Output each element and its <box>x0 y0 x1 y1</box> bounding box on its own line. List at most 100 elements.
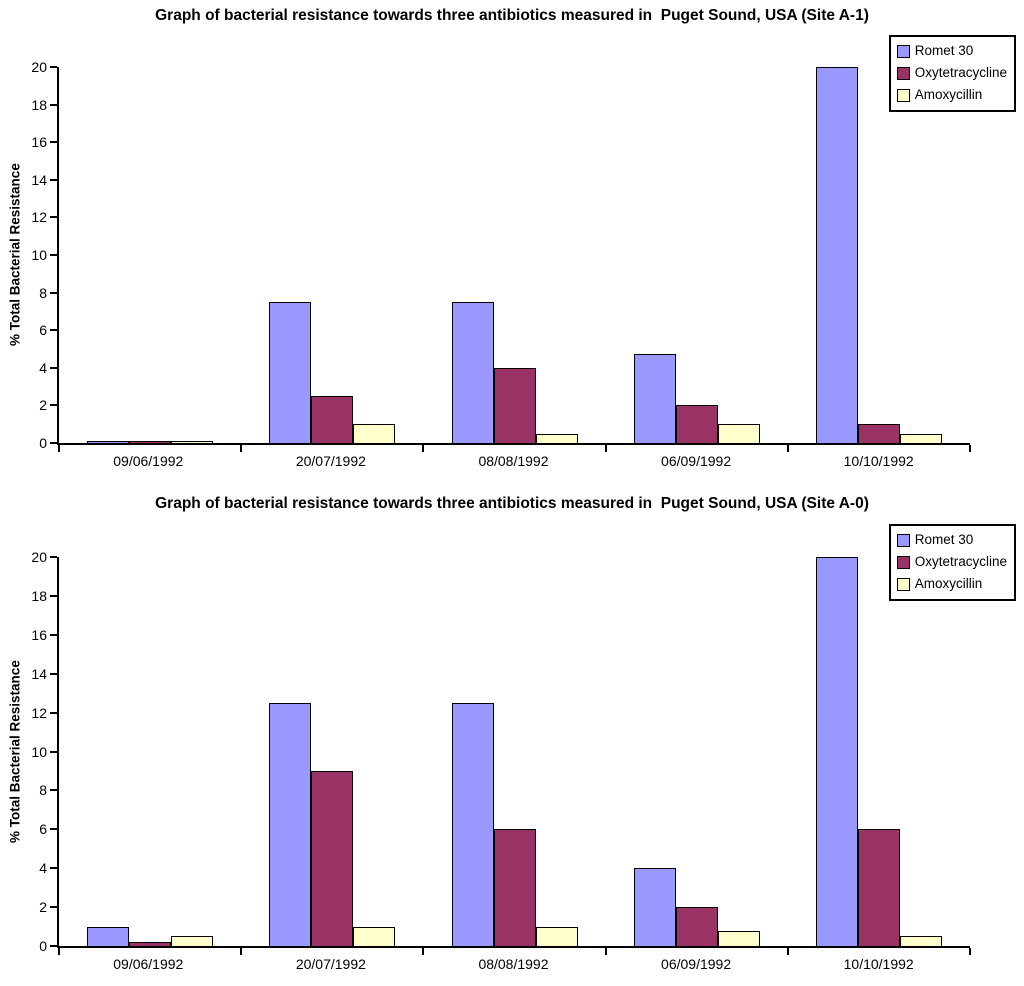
bar-groups <box>59 67 970 443</box>
y-tick-label: 16 <box>31 134 47 151</box>
bar-amoxycillin <box>535 433 578 443</box>
y-tick-mark <box>50 633 57 636</box>
y-tick-label: 20 <box>31 549 47 565</box>
bar-groups <box>59 557 970 946</box>
legend: Romet 30 Oxytetracycline Amoxycillin <box>888 35 1016 112</box>
y-tick-label: 12 <box>31 704 47 721</box>
x-tick-mark <box>786 948 789 955</box>
legend-item-amoxycillin: Amoxycillin <box>896 573 1007 595</box>
y-tick-label: 18 <box>31 96 47 113</box>
y-tick-mark <box>50 906 57 909</box>
chart-title: Graph of bacterial resistance towards th… <box>155 495 869 512</box>
legend-label: Romet 30 <box>914 532 974 547</box>
bar-amoxycillin <box>535 926 578 946</box>
x-axis-ticks <box>58 557 971 955</box>
y-tick-mark <box>50 216 57 219</box>
y-tick-label: 8 <box>39 284 47 301</box>
bar-romet-30 <box>87 441 130 443</box>
y-tick-label: 6 <box>39 322 47 339</box>
x-tick-mark <box>969 948 971 955</box>
bar-romet-30 <box>633 868 676 946</box>
bar-amoxycillin <box>899 433 942 443</box>
legend-swatch-oxytetracycline <box>896 66 910 80</box>
x-tick-mark <box>422 948 425 955</box>
x-axis-label: 06/09/1992 <box>661 956 732 972</box>
bar-amoxycillin <box>171 441 214 443</box>
y-tick-label: 0 <box>39 435 47 451</box>
category-group-06-09-1992 <box>606 67 788 443</box>
x-tick-mark <box>604 948 607 955</box>
y-tick-mark <box>50 366 57 369</box>
category-group-08-08-1992 <box>423 557 605 946</box>
legend-label: Amoxycillin <box>914 576 983 592</box>
plot-area: 0 2 4 6 8 10 12 14 16 18 20 <box>31 550 971 955</box>
bar-amoxycillin <box>171 936 214 946</box>
bar-romet-30 <box>633 353 676 443</box>
x-tick-mark <box>240 948 243 955</box>
y-tick-label: 20 <box>31 59 47 75</box>
legend-swatch-romet-30 <box>896 533 910 547</box>
y-tick-label: 18 <box>31 587 47 604</box>
y-tick-mark <box>50 711 57 714</box>
x-axis-label: 08/08/1992 <box>478 453 549 469</box>
y-tick-mark <box>50 594 57 597</box>
chart-site-a-1: Graph of bacterial resistance towards th… <box>8 7 1016 469</box>
y-tick-label: 4 <box>39 860 47 877</box>
bar-romet-30 <box>451 302 494 443</box>
y-tick-mark <box>50 66 57 68</box>
category-group-10-10-1992 <box>788 557 970 946</box>
y-tick-label: 6 <box>39 821 47 838</box>
y-tick-label: 14 <box>31 171 47 188</box>
y-tick-mark <box>50 178 57 181</box>
legend-label: Oxytetracycline <box>914 554 1007 570</box>
bar-oxytetracycline <box>857 424 900 443</box>
legend-item-romet-30: Romet 30 <box>896 40 1007 62</box>
bar-romet-30 <box>269 702 312 946</box>
y-tick-label: 0 <box>39 938 47 954</box>
legend-swatch-amoxycillin <box>896 577 910 591</box>
y-tick-mark <box>50 867 57 870</box>
x-axis-label: 08/08/1992 <box>478 956 549 972</box>
y-tick-label: 10 <box>31 743 47 760</box>
y-tick-mark <box>50 103 57 106</box>
category-group-08-08-1992 <box>423 67 605 443</box>
y-tick-mark <box>50 404 57 407</box>
y-tick-mark <box>50 254 57 256</box>
bar-romet-30 <box>269 302 312 443</box>
bar-amoxycillin <box>717 424 760 443</box>
bar-amoxycillin <box>899 936 942 946</box>
x-axis-label: 20/07/1992 <box>295 453 366 469</box>
x-tick-mark <box>786 445 789 452</box>
y-tick-mark <box>50 672 57 675</box>
bar-oxytetracycline <box>493 367 536 443</box>
y-tick-label: 4 <box>39 359 47 376</box>
x-axis-label: 09/06/1992 <box>113 956 184 972</box>
bar-oxytetracycline <box>129 942 172 946</box>
legend-swatch-amoxycillin <box>896 88 910 102</box>
bar-romet-30 <box>451 702 494 946</box>
bar-oxytetracycline <box>675 907 718 946</box>
bar-oxytetracycline <box>857 829 900 946</box>
y-tick-label: 8 <box>39 782 47 799</box>
y-tick-mark <box>50 556 57 558</box>
category-group-06-09-1992 <box>606 557 788 946</box>
legend-swatch-oxytetracycline <box>896 555 910 569</box>
category-group-20-07-1992 <box>241 557 423 946</box>
y-tick-mark <box>50 329 57 332</box>
category-group-09-06-1992 <box>59 557 241 946</box>
x-axis-label: 20/07/1992 <box>295 956 366 972</box>
x-tick-mark <box>58 445 60 452</box>
legend-item-amoxycillin: Amoxycillin <box>896 84 1007 106</box>
bar-oxytetracycline <box>493 829 536 946</box>
x-axis-labels: 09/06/1992 20/07/1992 08/08/1992 06/09/1992… <box>57 956 970 972</box>
y-tick-mark <box>50 789 57 792</box>
y-tick-mark <box>50 750 57 753</box>
y-tick-mark <box>50 141 57 144</box>
y-tick-label: 2 <box>39 899 47 916</box>
y-tick-label: 12 <box>31 209 47 226</box>
y-axis-ticks: 0 2 4 6 8 10 12 14 16 18 20 <box>31 60 970 450</box>
legend-item-oxytetracycline: Oxytetracycline <box>896 551 1007 573</box>
x-axis-label: 09/06/1992 <box>113 453 184 469</box>
bar-amoxycillin <box>717 931 760 946</box>
chart-site-a-0: Graph of bacterial resistance towards th… <box>0 493 1024 986</box>
